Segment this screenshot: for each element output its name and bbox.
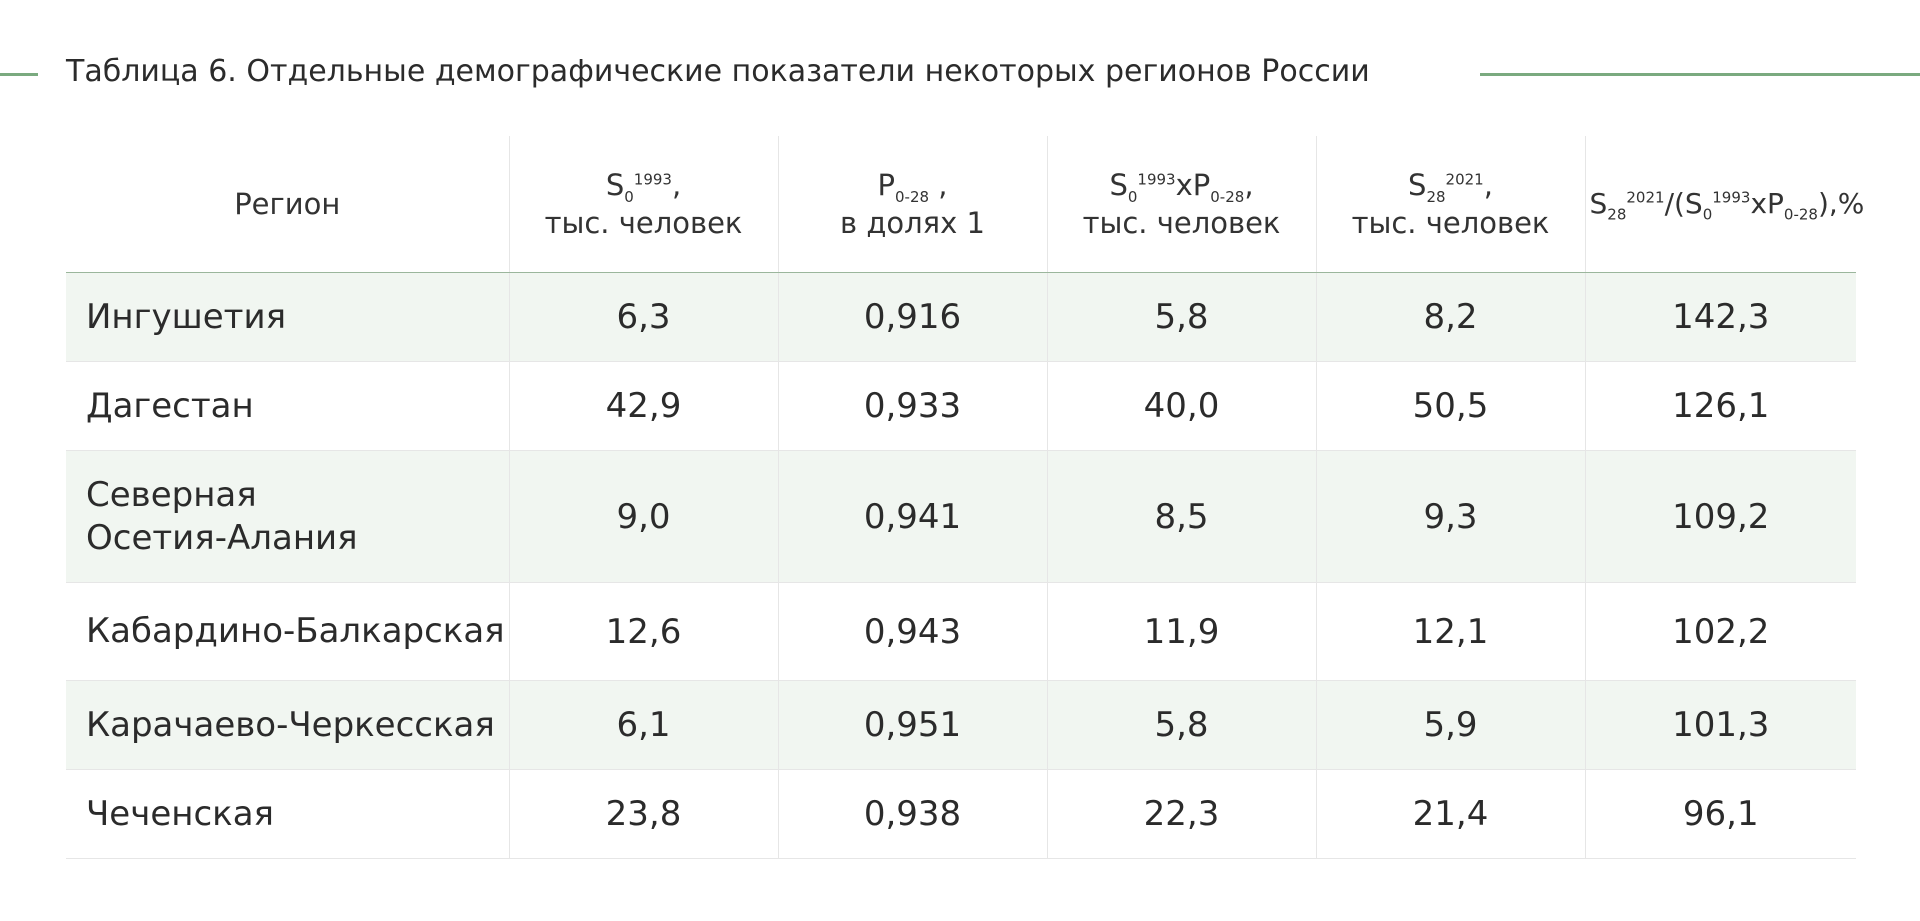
table-row: Чеченская 23,8 0,938 22,3 21,4 96,1 — [66, 769, 1856, 859]
header-ratio-pct: S282021/(S01993xP0-28),% — [1584, 136, 1864, 273]
table-row: Кабардино-Балкарская 12,6 0,943 11,9 12,… — [66, 582, 1856, 681]
p-0-28-cell: 0,933 — [777, 361, 1047, 451]
p-0-28-cell: 0,941 — [777, 450, 1047, 583]
s0-1993-cell: 23,8 — [508, 769, 778, 859]
s28-2021-cell: 5,9 — [1315, 680, 1585, 770]
s0-x-p-cell: 40,0 — [1046, 361, 1316, 451]
s28-2021-cell: 12,1 — [1315, 582, 1585, 681]
p-0-28-cell: 0,951 — [777, 680, 1047, 770]
s0-x-p-cell: 5,8 — [1046, 680, 1316, 770]
ratio-pct-cell: 109,2 — [1584, 450, 1856, 583]
region-cell: Северная Осетия-Алания — [66, 450, 509, 583]
s0-1993-cell: 6,3 — [508, 272, 778, 362]
s0-1993-cell: 6,1 — [508, 680, 778, 770]
region-cell: Кабардино-Балкарская — [66, 582, 509, 681]
s0-1993-cell: 9,0 — [508, 450, 778, 583]
s28-2021-cell: 50,5 — [1315, 361, 1585, 451]
page-title: Таблица 6. Отдельные демографические пок… — [66, 54, 1370, 89]
p-0-28-cell: 0,916 — [777, 272, 1047, 362]
s0-x-p-cell: 22,3 — [1046, 769, 1316, 859]
region-cell: Чеченская — [66, 769, 509, 859]
table-row: Ингушетия 6,3 0,916 5,8 8,2 142,3 — [66, 272, 1856, 362]
region-cell: Карачаево-Черкесская — [66, 680, 509, 770]
s28-2021-cell: 21,4 — [1315, 769, 1585, 859]
demographic-table: Регион S01993, тыс. человек P0-28 , в до… — [66, 136, 1864, 859]
s0-x-p-cell: 5,8 — [1046, 272, 1316, 362]
ratio-pct-cell: 102,2 — [1584, 582, 1856, 681]
table-row: Северная Осетия-Алания 9,0 0,941 8,5 9,3… — [66, 450, 1856, 583]
table-row: Карачаево-Черкесская 6,1 0,951 5,8 5,9 1… — [66, 680, 1856, 770]
header-s28-2021: S282021, тыс. человек — [1315, 136, 1585, 273]
header-s0-x-p: S01993xP0-28, тыс. человек — [1046, 136, 1316, 273]
s0-1993-cell: 42,9 — [508, 361, 778, 451]
s0-x-p-cell: 8,5 — [1046, 450, 1316, 583]
ratio-pct-cell: 96,1 — [1584, 769, 1856, 859]
caption-rule-left — [0, 73, 38, 76]
ratio-pct-cell: 101,3 — [1584, 680, 1856, 770]
region-cell: Ингушетия — [66, 272, 509, 362]
header-s0-1993: S01993, тыс. человек — [508, 136, 778, 273]
header-row: Регион S01993, тыс. человек P0-28 , в до… — [66, 136, 1864, 273]
ratio-pct-cell: 126,1 — [1584, 361, 1856, 451]
ratio-pct-cell: 142,3 — [1584, 272, 1856, 362]
s28-2021-cell: 9,3 — [1315, 450, 1585, 583]
header-region: Регион — [66, 136, 509, 273]
p-0-28-cell: 0,938 — [777, 769, 1047, 859]
s0-1993-cell: 12,6 — [508, 582, 778, 681]
table-caption: Таблица 6. Отдельные демографические пок… — [0, 52, 1920, 92]
header-p-0-28: P0-28 , в долях 1 — [777, 136, 1047, 273]
caption-rule-right — [1480, 73, 1920, 76]
table-row: Дагестан 42,9 0,933 40,0 50,5 126,1 — [66, 361, 1856, 451]
s0-x-p-cell: 11,9 — [1046, 582, 1316, 681]
s28-2021-cell: 8,2 — [1315, 272, 1585, 362]
p-0-28-cell: 0,943 — [777, 582, 1047, 681]
region-cell: Дагестан — [66, 361, 509, 451]
